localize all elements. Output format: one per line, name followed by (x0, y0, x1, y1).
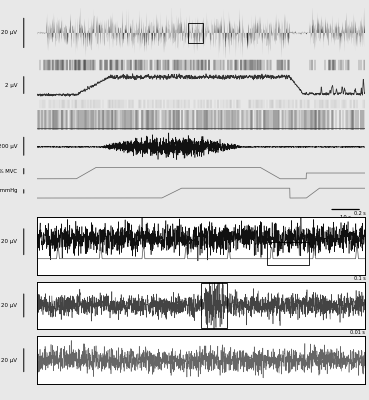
Text: 0.01 s: 0.01 s (351, 330, 365, 336)
Bar (201, 283, 227, 328)
Text: 200 μV: 200 μV (0, 144, 17, 149)
Text: 20 μV: 20 μV (1, 239, 17, 244)
Text: 0.1 s: 0.1 s (354, 276, 365, 281)
Bar (188, 23, 203, 43)
Text: 20 μV: 20 μV (1, 303, 17, 308)
Text: 20 μV: 20 μV (1, 358, 17, 363)
Text: 20 μV: 20 μV (1, 30, 17, 36)
Text: 2 μV: 2 μV (5, 82, 17, 88)
Text: 200 mmHg: 200 mmHg (0, 188, 17, 193)
Text: 50% MVC: 50% MVC (0, 169, 17, 174)
Text: 0.2 s: 0.2 s (354, 211, 365, 216)
Bar (267, 242, 310, 265)
Text: 10 s: 10 s (340, 215, 351, 220)
